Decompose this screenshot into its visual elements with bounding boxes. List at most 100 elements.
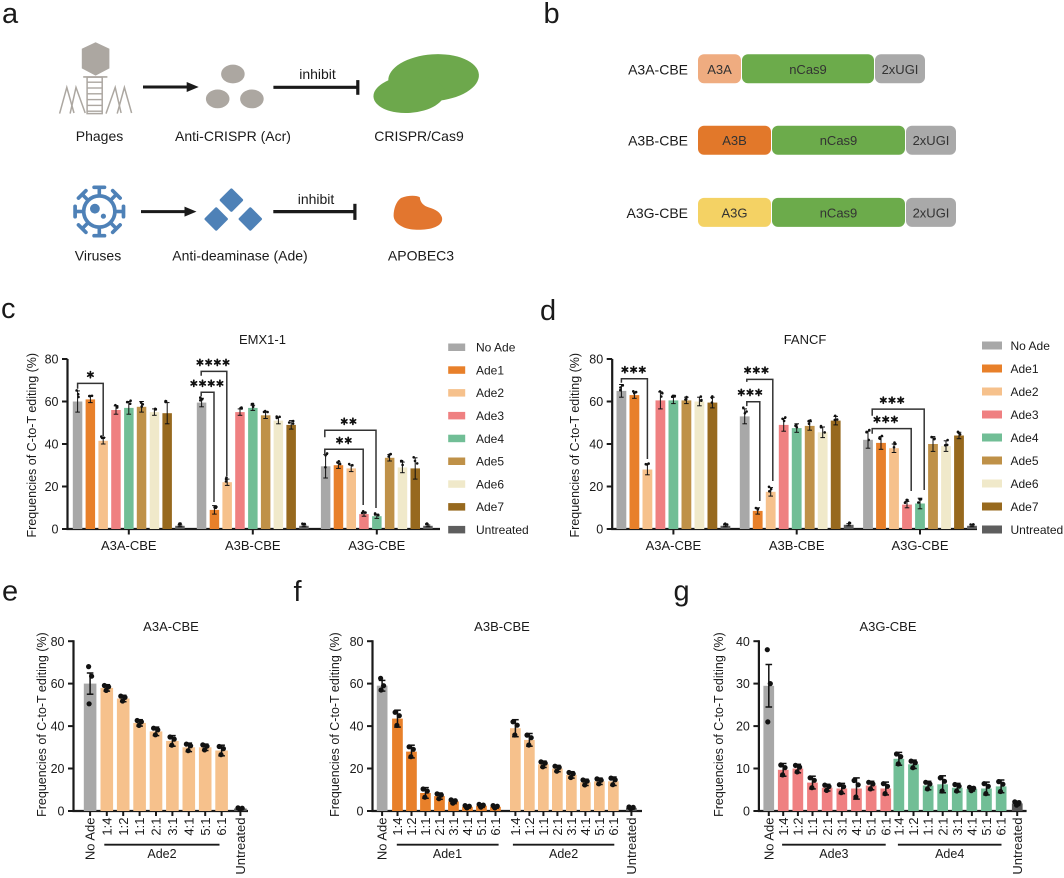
svg-text:Ade3: Ade3 <box>1011 408 1039 422</box>
svg-text:No Ade: No Ade <box>761 818 776 861</box>
svg-text:2xUGI: 2xUGI <box>913 133 950 148</box>
svg-text:FANCF: FANCF <box>784 332 827 347</box>
svg-text:0: 0 <box>743 805 750 819</box>
svg-text:2:1: 2:1 <box>432 818 447 836</box>
svg-text:80: 80 <box>589 353 603 367</box>
svg-text:EMX1-1: EMX1-1 <box>239 332 286 347</box>
svg-text:Ade6: Ade6 <box>476 477 504 491</box>
svg-text:60: 60 <box>589 395 603 409</box>
svg-text:Frequencies of C-to-T editing: Frequencies of C-to-T editing (%) <box>35 632 49 817</box>
svg-text:Ade1: Ade1 <box>476 363 504 377</box>
svg-text:5:1: 5:1 <box>474 818 489 836</box>
svg-text:6:1: 6:1 <box>878 818 893 836</box>
svg-text:1:4: 1:4 <box>776 818 791 836</box>
svg-text:A3A-CBE: A3A-CBE <box>628 61 688 77</box>
svg-text:4:1: 4:1 <box>460 818 475 836</box>
svg-text:Untreated: Untreated <box>233 818 248 875</box>
svg-text:1:2: 1:2 <box>116 818 131 836</box>
svg-text:20: 20 <box>589 480 603 494</box>
svg-text:60: 60 <box>45 395 59 409</box>
svg-text:3:1: 3:1 <box>950 818 965 836</box>
svg-text:Phages: Phages <box>76 128 123 144</box>
svg-text:0: 0 <box>58 805 65 819</box>
svg-text:Ade4: Ade4 <box>476 432 504 446</box>
svg-text:30: 30 <box>736 677 750 691</box>
svg-text:2:1: 2:1 <box>550 818 565 836</box>
svg-text:80: 80 <box>45 353 59 367</box>
svg-text:80: 80 <box>350 635 364 649</box>
svg-text:2:1: 2:1 <box>820 818 835 836</box>
svg-text:60: 60 <box>350 677 364 691</box>
svg-text:1:1: 1:1 <box>805 818 820 836</box>
svg-text:60: 60 <box>51 677 65 691</box>
svg-text:Ade2: Ade2 <box>147 847 176 861</box>
svg-text:A3A-CBE: A3A-CBE <box>101 538 157 553</box>
svg-text:Ade7: Ade7 <box>476 500 504 514</box>
svg-text:5:1: 5:1 <box>592 818 607 836</box>
svg-text:1:1: 1:1 <box>536 818 551 836</box>
svg-text:d: d <box>540 295 556 327</box>
svg-text:inhibit: inhibit <box>299 66 336 82</box>
svg-text:20: 20 <box>51 762 65 776</box>
svg-text:40: 40 <box>45 438 59 452</box>
svg-text:2:1: 2:1 <box>149 818 164 836</box>
svg-text:1:1: 1:1 <box>132 818 147 836</box>
svg-text:40: 40 <box>736 635 750 649</box>
svg-text:1:2: 1:2 <box>522 818 537 836</box>
svg-text:e: e <box>2 576 18 608</box>
svg-text:Ade2: Ade2 <box>476 386 504 400</box>
svg-text:20: 20 <box>350 762 364 776</box>
svg-text:b: b <box>544 0 560 30</box>
svg-text:2:1: 2:1 <box>935 818 950 836</box>
svg-text:No Ade: No Ade <box>1011 339 1051 353</box>
svg-text:2xUGI: 2xUGI <box>913 205 950 220</box>
svg-text:a: a <box>2 0 19 30</box>
svg-text:Ade5: Ade5 <box>1011 454 1039 468</box>
svg-text:A3G-CBE: A3G-CBE <box>891 538 948 553</box>
svg-text:5:1: 5:1 <box>979 818 994 836</box>
svg-text:20: 20 <box>45 480 59 494</box>
svg-text:Untreated: Untreated <box>1010 818 1025 875</box>
svg-text:10: 10 <box>736 762 750 776</box>
svg-text:Frequencies of C-to-T editing: Frequencies of C-to-T editing (%) <box>328 632 342 817</box>
svg-text:APOBEC3: APOBEC3 <box>388 248 454 264</box>
svg-text:1:4: 1:4 <box>508 818 523 836</box>
svg-text:Untreated: Untreated <box>476 523 529 537</box>
svg-text:Ade4: Ade4 <box>1011 431 1039 445</box>
svg-text:4:1: 4:1 <box>849 818 864 836</box>
svg-text:0: 0 <box>52 523 59 537</box>
svg-text:A3B-CBE: A3B-CBE <box>769 538 825 553</box>
svg-text:Ade3: Ade3 <box>819 847 848 861</box>
svg-text:1:2: 1:2 <box>404 818 419 836</box>
svg-text:0: 0 <box>357 805 364 819</box>
svg-text:A3G-CBE: A3G-CBE <box>627 205 688 221</box>
svg-text:1:4: 1:4 <box>390 818 405 836</box>
svg-text:No Ade: No Ade <box>476 341 516 355</box>
svg-text:c: c <box>1 293 16 325</box>
svg-text:Ade6: Ade6 <box>1011 477 1039 491</box>
svg-text:1:4: 1:4 <box>892 818 907 836</box>
svg-text:Frequencies of C-to-T editing: Frequencies of C-to-T editing (%) <box>712 632 726 817</box>
svg-text:A3G-CBE: A3G-CBE <box>859 619 916 634</box>
svg-text:1:2: 1:2 <box>791 818 806 836</box>
svg-text:80: 80 <box>51 635 65 649</box>
svg-text:Anti-CRISPR (Acr): Anti-CRISPR (Acr) <box>175 128 291 144</box>
svg-text:f: f <box>294 576 303 608</box>
svg-text:2xUGI: 2xUGI <box>882 62 919 77</box>
svg-text:No Ade: No Ade <box>375 818 390 861</box>
svg-text:Ade5: Ade5 <box>476 455 504 469</box>
svg-text:Frequencies of C-to-T editing: Frequencies of C-to-T editing (%) <box>25 353 39 538</box>
svg-text:6:1: 6:1 <box>488 818 503 836</box>
svg-text:A3B-CBE: A3B-CBE <box>474 619 530 634</box>
svg-text:Frequencies of C-to-T editing: Frequencies of C-to-T editing (%) <box>568 353 582 538</box>
svg-text:3:1: 3:1 <box>446 818 461 836</box>
svg-text:6:1: 6:1 <box>214 818 229 836</box>
svg-text:4:1: 4:1 <box>965 818 980 836</box>
svg-text:Untreated: Untreated <box>1011 523 1064 537</box>
svg-text:4:1: 4:1 <box>181 818 196 836</box>
svg-text:40: 40 <box>51 720 65 734</box>
svg-text:Untreated: Untreated <box>624 818 639 875</box>
svg-text:g: g <box>674 576 690 608</box>
svg-text:Anti-deaminase (Ade): Anti-deaminase (Ade) <box>172 248 307 264</box>
svg-text:40: 40 <box>350 720 364 734</box>
